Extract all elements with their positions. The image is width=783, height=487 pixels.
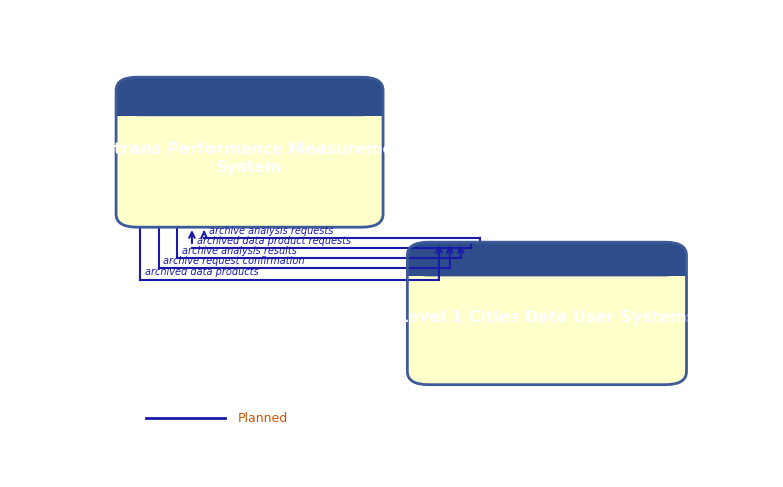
Text: Caltrans Performance Measurement
System: Caltrans Performance Measurement System bbox=[86, 142, 413, 174]
Bar bbox=[407, 259, 687, 277]
Text: Level 1 Cities Data User Systems: Level 1 Cities Data User Systems bbox=[398, 310, 696, 325]
Text: archive analysis requests: archive analysis requests bbox=[209, 226, 334, 236]
Text: archive request confirmation: archive request confirmation bbox=[164, 256, 305, 266]
Bar bbox=[116, 97, 383, 116]
FancyBboxPatch shape bbox=[116, 77, 383, 227]
Text: archived data products: archived data products bbox=[145, 267, 259, 278]
Text: archived data product requests: archived data product requests bbox=[197, 236, 351, 245]
FancyBboxPatch shape bbox=[116, 77, 383, 116]
Text: archive analysis results: archive analysis results bbox=[182, 245, 297, 256]
FancyBboxPatch shape bbox=[407, 242, 687, 385]
FancyBboxPatch shape bbox=[407, 242, 687, 277]
Text: Planned: Planned bbox=[237, 412, 287, 425]
